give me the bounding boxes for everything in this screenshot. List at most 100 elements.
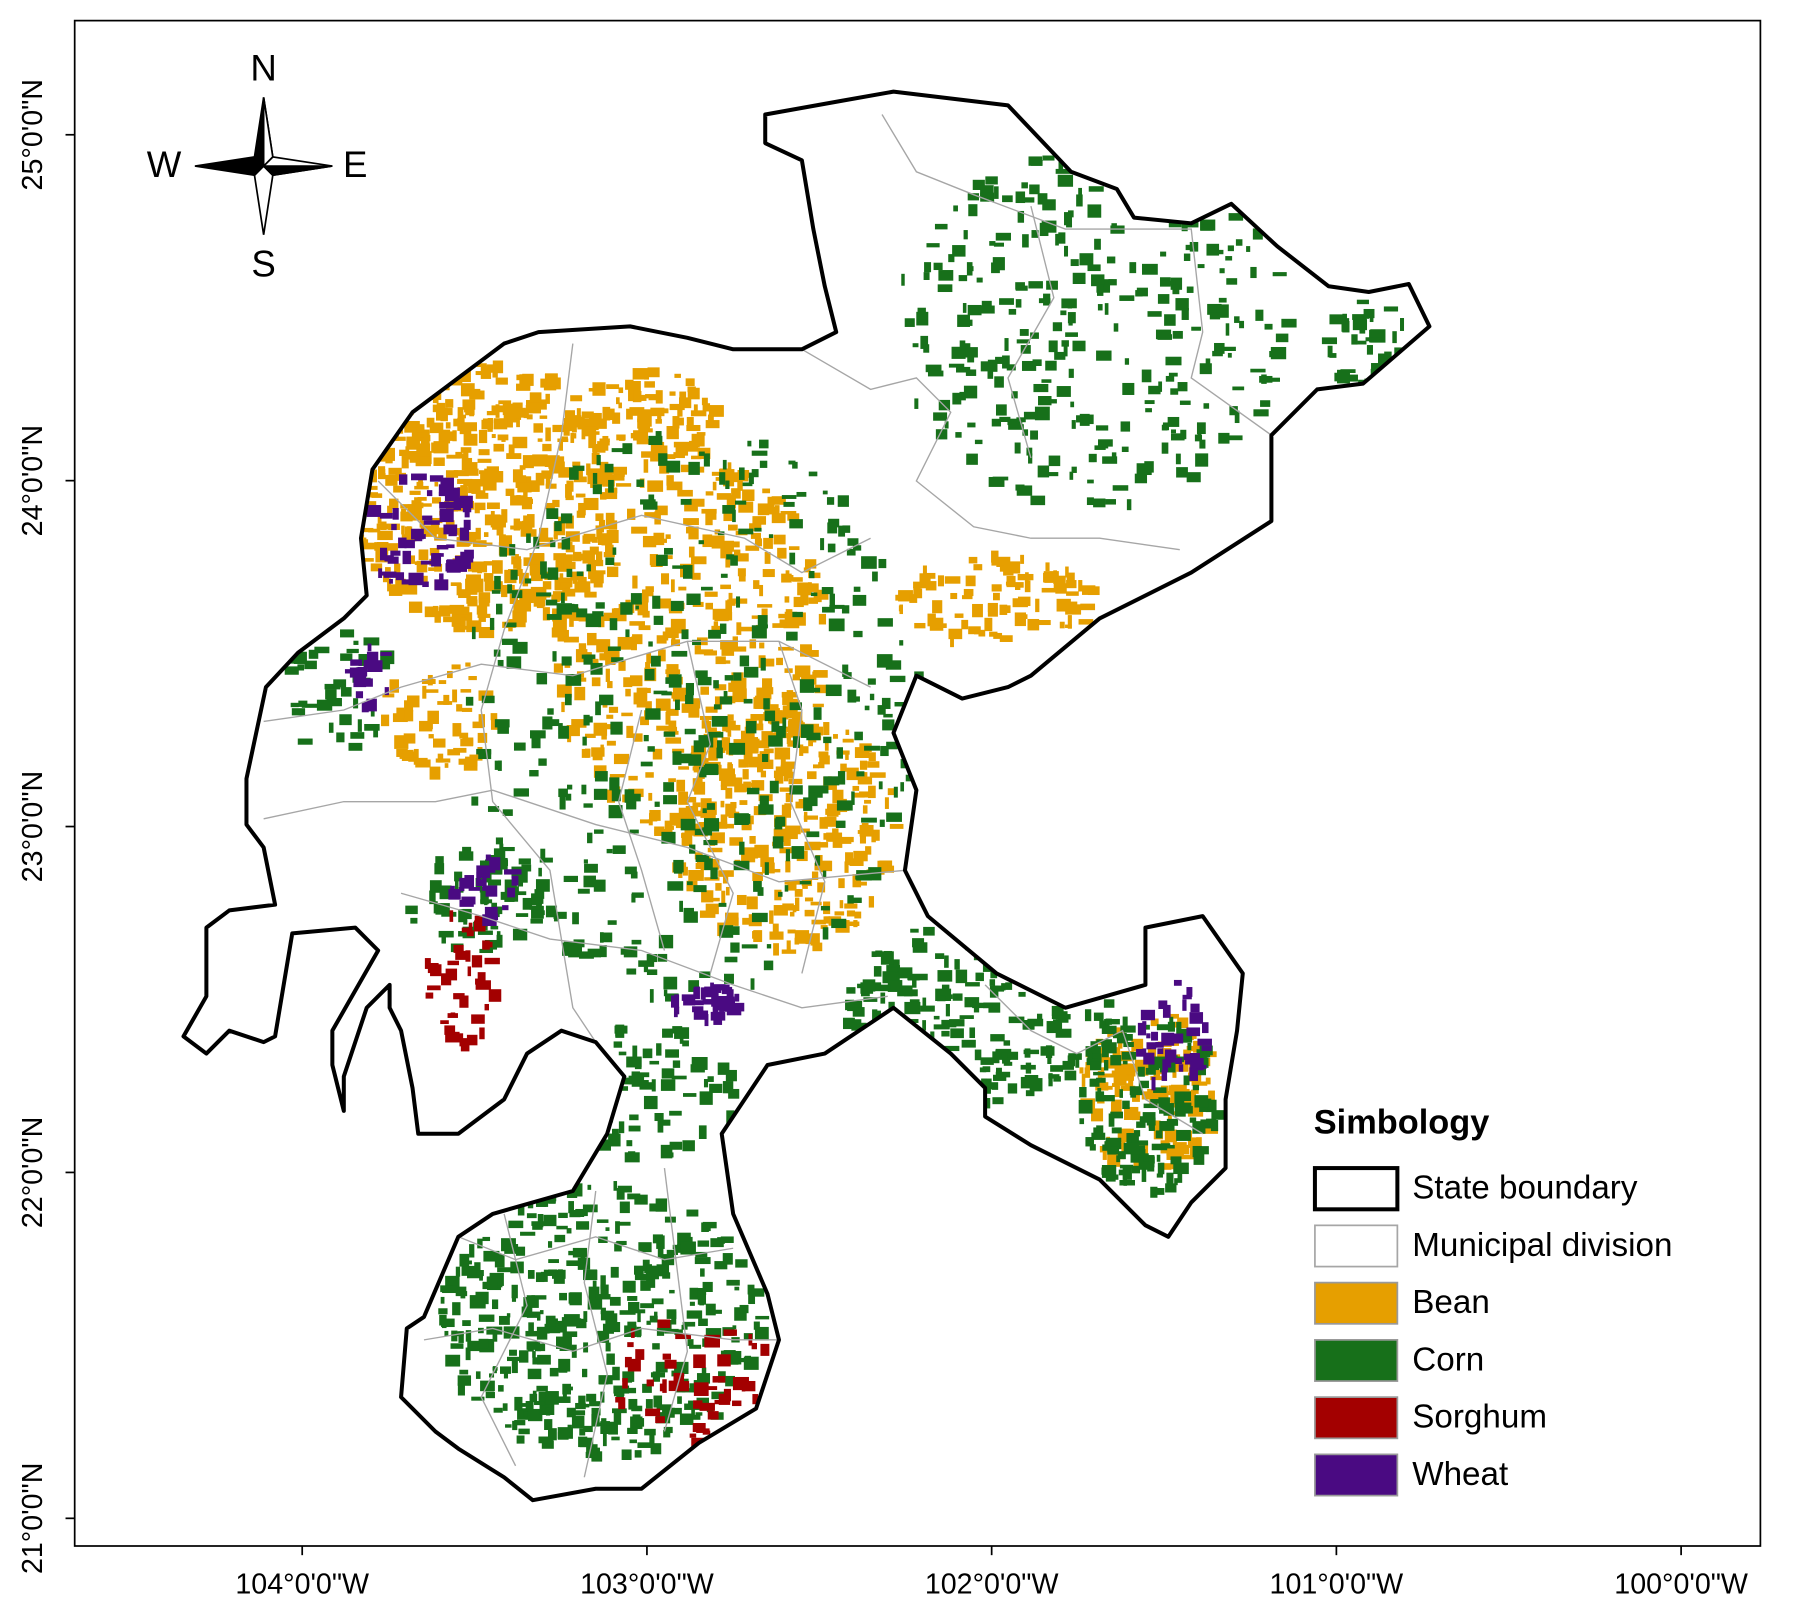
crop-patch	[552, 499, 560, 508]
crop-patch	[1155, 329, 1172, 340]
crop-patch	[774, 889, 782, 901]
crop-patch	[978, 305, 995, 314]
crop-patch	[1070, 259, 1079, 267]
crop-patch	[792, 736, 801, 748]
crop-patch	[807, 771, 817, 780]
crop-patch	[476, 605, 488, 615]
crop-patch	[1211, 1110, 1225, 1120]
crop-patch	[863, 997, 878, 1002]
crop-patch	[1128, 1133, 1138, 1147]
crop-patch	[785, 825, 801, 835]
crop-patch	[715, 656, 726, 665]
crop-patch	[672, 1244, 680, 1250]
crop-patch	[471, 1014, 485, 1024]
crop-patch	[1352, 314, 1367, 320]
crop-patch	[1097, 304, 1103, 311]
crop-patch	[401, 579, 412, 585]
crop-patch	[657, 1319, 671, 1328]
crop-patch	[460, 447, 472, 453]
crop-patch	[596, 1219, 609, 1223]
crop-patch	[1155, 1130, 1163, 1139]
crop-patch	[769, 931, 784, 940]
crop-patch	[483, 561, 499, 566]
crop-patch	[764, 710, 776, 722]
crop-patch	[513, 788, 529, 797]
crop-patch	[627, 1193, 641, 1200]
crop-patch	[506, 1313, 511, 1318]
crop-patch	[820, 925, 828, 929]
crop-patch	[622, 443, 633, 455]
crop-patch	[815, 590, 828, 598]
crop-patch	[529, 563, 543, 576]
crop-patch	[502, 809, 513, 816]
crop-patch	[751, 469, 759, 478]
crop-patch	[734, 783, 747, 793]
crop-patch	[558, 725, 569, 739]
crop-patch	[491, 560, 503, 574]
crop-patch	[742, 1380, 756, 1392]
crop-patch	[1150, 1099, 1164, 1104]
crop-patch	[1045, 360, 1057, 371]
crop-patch	[922, 997, 927, 1011]
crop-patch	[593, 582, 603, 588]
crop-patch	[1352, 319, 1368, 331]
crop-patch	[1342, 320, 1350, 333]
crop-patch	[472, 721, 484, 729]
crop-patch	[734, 500, 747, 505]
crop-patch	[411, 427, 425, 438]
crop-patch	[1175, 453, 1181, 465]
legend-title: Simbology	[1314, 1104, 1490, 1142]
crop-patch	[1101, 1045, 1109, 1058]
crop-patch	[1166, 1172, 1174, 1186]
crop-patch	[433, 457, 445, 466]
crop-patch	[291, 708, 306, 716]
crop-patch	[404, 539, 415, 549]
crop-patch	[723, 823, 734, 829]
crop-patch	[333, 679, 347, 688]
crop-patch	[884, 797, 889, 809]
crop-patch	[1250, 368, 1266, 373]
crop-patch	[1102, 456, 1118, 464]
crop-patch	[747, 440, 752, 447]
crop-patch	[572, 465, 585, 471]
municipal-line	[263, 789, 906, 883]
crop-patch	[592, 484, 602, 495]
crop-patch	[1112, 485, 1129, 491]
crop-patch	[1065, 566, 1069, 578]
crop-patch	[673, 441, 690, 448]
crop-patch	[725, 720, 731, 733]
crop-patch	[759, 460, 768, 468]
crop-patch	[839, 900, 844, 909]
crop-patch	[803, 797, 813, 811]
crop-patch	[1136, 1121, 1146, 1128]
crop-patch	[731, 488, 741, 499]
crop-patch	[626, 1056, 642, 1068]
crop-patch	[663, 976, 678, 990]
crop-patch	[1155, 1042, 1164, 1048]
crop-patch	[925, 364, 942, 373]
crop-patch	[612, 547, 617, 555]
crop-patch	[1156, 1154, 1161, 1162]
crop-patch	[837, 771, 846, 785]
crop-patch	[728, 1088, 740, 1099]
crop-patch	[435, 856, 444, 868]
crop-patch	[703, 1078, 709, 1088]
compass-arrow	[261, 165, 333, 177]
crop-patch	[631, 793, 641, 802]
crop-patch	[707, 414, 714, 426]
crop-patch	[1196, 1146, 1209, 1155]
crop-patch	[578, 614, 592, 622]
compass-rose: N S W E	[147, 48, 368, 285]
crop-patch	[1137, 1066, 1145, 1077]
crop-patch	[459, 732, 469, 739]
crop-patch	[1193, 1152, 1205, 1165]
crop-patch	[910, 928, 919, 933]
crop-patch	[600, 1275, 606, 1289]
crop-patch	[740, 626, 756, 632]
crop-patch	[557, 629, 569, 642]
crop-patch	[851, 792, 865, 798]
crop-patch	[656, 725, 671, 731]
crop-patch	[1365, 337, 1382, 342]
crop-patch	[391, 523, 397, 531]
crop-patch	[1186, 1027, 1201, 1037]
